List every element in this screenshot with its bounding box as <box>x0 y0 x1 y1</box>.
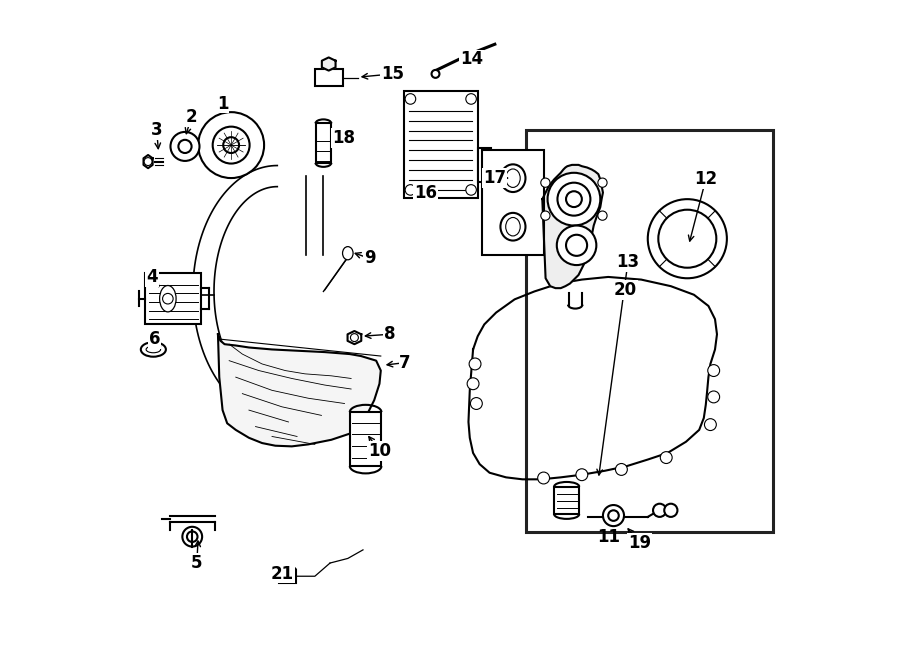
Bar <box>316 123 331 163</box>
Circle shape <box>664 504 678 517</box>
Ellipse shape <box>500 213 526 240</box>
Text: 21: 21 <box>271 565 294 583</box>
Circle shape <box>405 94 416 104</box>
Ellipse shape <box>140 342 166 357</box>
Circle shape <box>661 451 672 463</box>
Text: 9: 9 <box>364 250 375 267</box>
Ellipse shape <box>343 247 353 260</box>
Circle shape <box>223 137 239 153</box>
Circle shape <box>653 504 666 517</box>
Text: 1: 1 <box>217 95 229 113</box>
Text: 4: 4 <box>146 268 158 286</box>
Circle shape <box>603 505 624 526</box>
Ellipse shape <box>159 285 176 312</box>
Circle shape <box>576 469 588 481</box>
Circle shape <box>212 126 249 164</box>
Polygon shape <box>322 58 336 71</box>
Circle shape <box>178 140 192 153</box>
Circle shape <box>183 527 202 547</box>
Text: 11: 11 <box>597 528 620 545</box>
Circle shape <box>471 398 482 410</box>
Circle shape <box>707 391 720 403</box>
Ellipse shape <box>506 218 520 236</box>
Circle shape <box>469 358 481 370</box>
Text: 13: 13 <box>616 253 640 271</box>
Circle shape <box>557 226 597 265</box>
Bar <box>526 130 773 532</box>
Circle shape <box>541 211 550 220</box>
Ellipse shape <box>146 346 160 353</box>
Bar <box>554 487 580 514</box>
Circle shape <box>707 365 720 377</box>
Polygon shape <box>218 334 381 446</box>
Bar <box>482 150 544 255</box>
Text: 2: 2 <box>185 108 197 126</box>
Circle shape <box>187 532 197 542</box>
Polygon shape <box>543 165 603 288</box>
Text: 18: 18 <box>332 129 355 147</box>
Text: 19: 19 <box>628 534 652 552</box>
Bar <box>315 70 343 86</box>
Text: 6: 6 <box>148 330 160 348</box>
Circle shape <box>566 235 587 256</box>
Circle shape <box>467 378 479 390</box>
Circle shape <box>547 173 600 226</box>
Bar <box>350 412 382 466</box>
Circle shape <box>198 112 264 178</box>
Circle shape <box>598 211 608 220</box>
Bar <box>279 569 296 583</box>
Circle shape <box>537 472 550 484</box>
Circle shape <box>431 70 439 78</box>
Circle shape <box>705 418 716 430</box>
Text: 7: 7 <box>400 354 411 371</box>
Circle shape <box>658 210 716 267</box>
Circle shape <box>350 334 358 342</box>
Text: 8: 8 <box>383 325 395 344</box>
Circle shape <box>608 510 619 521</box>
Circle shape <box>598 178 608 187</box>
Circle shape <box>163 293 173 304</box>
Circle shape <box>466 94 476 104</box>
Ellipse shape <box>500 164 526 192</box>
Circle shape <box>405 185 416 195</box>
Text: 20: 20 <box>614 281 637 299</box>
Circle shape <box>648 199 727 278</box>
Circle shape <box>566 191 581 207</box>
Circle shape <box>170 132 200 161</box>
Circle shape <box>616 463 627 475</box>
Text: 16: 16 <box>414 183 437 201</box>
Bar <box>478 148 491 182</box>
Circle shape <box>557 183 590 216</box>
Text: 14: 14 <box>460 50 483 68</box>
Circle shape <box>541 178 550 187</box>
Text: 10: 10 <box>368 442 391 460</box>
Circle shape <box>144 158 152 166</box>
Ellipse shape <box>506 169 520 187</box>
Circle shape <box>466 185 476 195</box>
Text: 15: 15 <box>381 65 404 83</box>
Text: 17: 17 <box>483 169 507 187</box>
Text: 3: 3 <box>151 121 163 139</box>
Bar <box>404 91 478 198</box>
Text: 5: 5 <box>191 554 202 572</box>
Bar <box>146 273 202 324</box>
Text: 12: 12 <box>694 170 717 189</box>
